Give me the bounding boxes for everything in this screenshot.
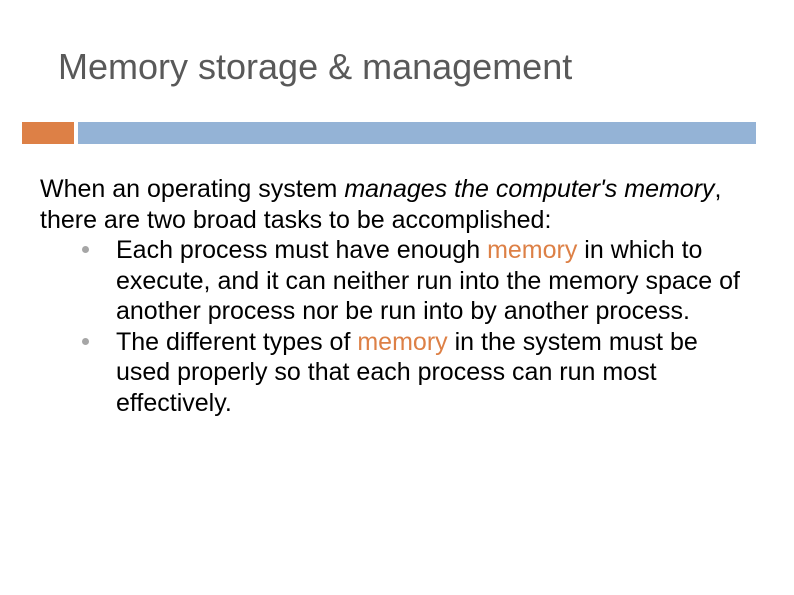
bullet-text-pre: Each process must have enough [116,236,487,264]
list-item: The different types of memory in the sys… [40,327,754,419]
slide: Memory storage & management When an oper… [0,0,794,595]
divider-accent-block [22,122,74,144]
intro-text-before: When an operating system [40,175,344,203]
highlight-word: memory [487,236,577,264]
title-divider [0,122,794,144]
bullet-icon [82,246,89,253]
list-item: Each process must have enough memory in … [40,235,754,327]
bullet-icon [82,338,89,345]
intro-paragraph: When an operating system manages the com… [40,174,754,235]
highlight-word: memory [357,328,447,356]
slide-title: Memory storage & management [58,46,572,88]
body-text: When an operating system manages the com… [40,174,754,418]
intro-emphasis: manages the computer's memory [344,175,714,203]
divider-main-block [78,122,756,144]
bullet-text-pre: The different types of [116,328,357,356]
bullet-list: Each process must have enough memory in … [40,235,754,418]
